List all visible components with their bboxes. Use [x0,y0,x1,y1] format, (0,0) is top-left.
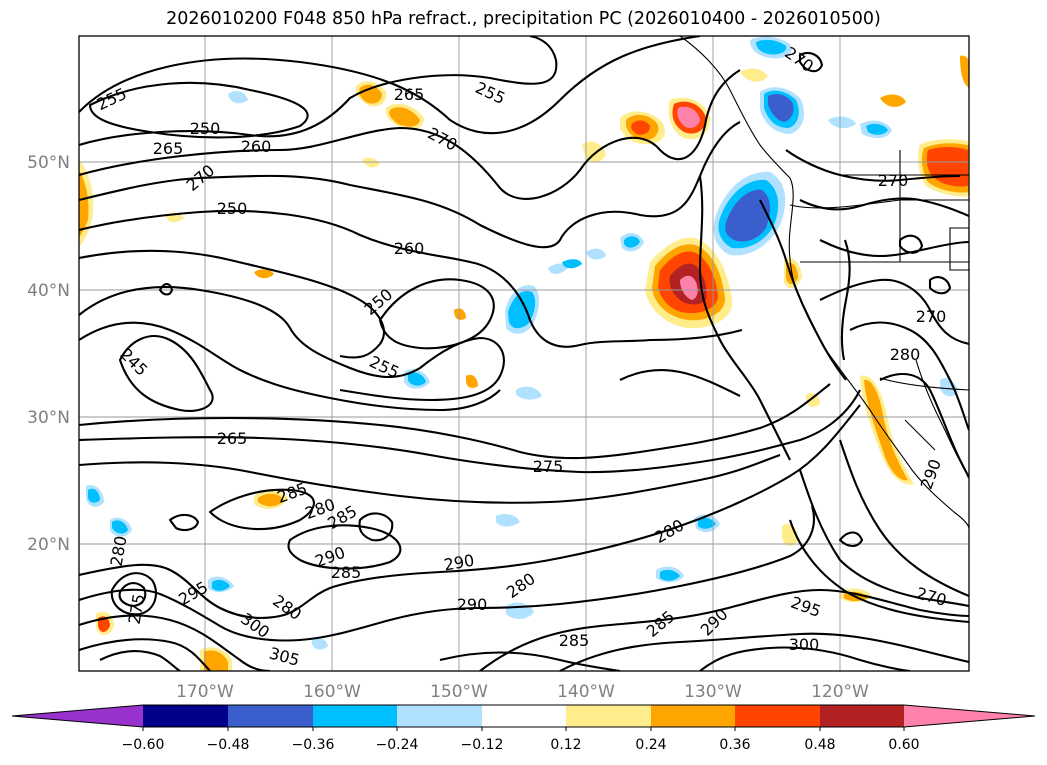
lon-tick-label: 150°W [430,682,488,702]
contour-label: 265 [153,139,184,158]
lon-tick-label: 120°W [811,682,869,702]
map-title: 2026010200 F048 850 hPa refract., precip… [166,9,881,29]
contour-label: 265 [394,85,425,104]
colorbar-bin [397,705,482,727]
lon-tick-label: 170°W [176,682,234,702]
colorbar-bin [482,705,566,727]
colorbar-tick-label: 0.24 [635,737,666,753]
contour-label: 280 [890,345,921,364]
colorbar-bin [313,705,397,727]
colorbar-tick-label: −0.12 [461,737,504,753]
coastlines [679,36,969,529]
contour-label: 285 [559,631,590,650]
lon-tick-label: 160°W [303,682,361,702]
colorbar-tick-label: 0.60 [888,737,919,753]
colorbar-bin [566,705,651,727]
colorbar-tick-label: −0.48 [207,737,250,753]
colorbar-bin [228,705,313,727]
latitude-labels: 50°N 40°N 30°N 20°N [27,153,70,555]
contour-label: 285 [331,563,362,582]
colorbar-tick-label: 0.12 [550,737,581,753]
map-frame [78,35,970,672]
lon-tick-label: 130°W [684,682,742,702]
colorbar-bin [651,705,735,727]
colorbar-bin [820,705,904,727]
colorbar-tick-label: 0.48 [804,737,835,753]
colorbar-bin [735,705,820,727]
colorbar-tick-label: −0.60 [122,737,165,753]
contour-label: 260 [241,137,272,156]
map-panel [79,36,969,671]
contour-label: 270 [916,307,947,326]
contour-label: 260 [394,239,425,258]
colorbar-tick-label: −0.36 [292,737,335,753]
refractivity-contours [79,36,969,671]
lat-tick-label: 40°N [27,281,70,301]
lon-tick-label: 140°W [557,682,615,702]
lat-tick-label: 30°N [27,408,70,428]
contour-label: 275 [533,457,564,476]
contour-label: 290 [457,595,488,614]
contour-label: 250 [217,199,248,218]
colorbar-tick-label: −0.24 [376,737,419,753]
lat-tick-label: 20°N [27,535,70,555]
contour-label: 265 [217,429,248,448]
colorbar-extend-low [12,705,143,727]
contour-label: 250 [190,119,221,138]
lat-tick-label: 50°N [27,153,70,173]
colorbar-extend-high [904,705,1035,727]
colorbar-tick-label: 0.36 [719,737,750,753]
contour-label: 270 [878,171,909,190]
longitude-labels: 170°W 160°W 150°W 140°W 130°W 120°W [176,682,869,702]
colorbar-bin [143,705,228,727]
contour-label: 300 [789,635,820,654]
colorbar: −0.60 −0.48 −0.36 −0.24 −0.12 0.12 0.24 … [11,704,1036,753]
